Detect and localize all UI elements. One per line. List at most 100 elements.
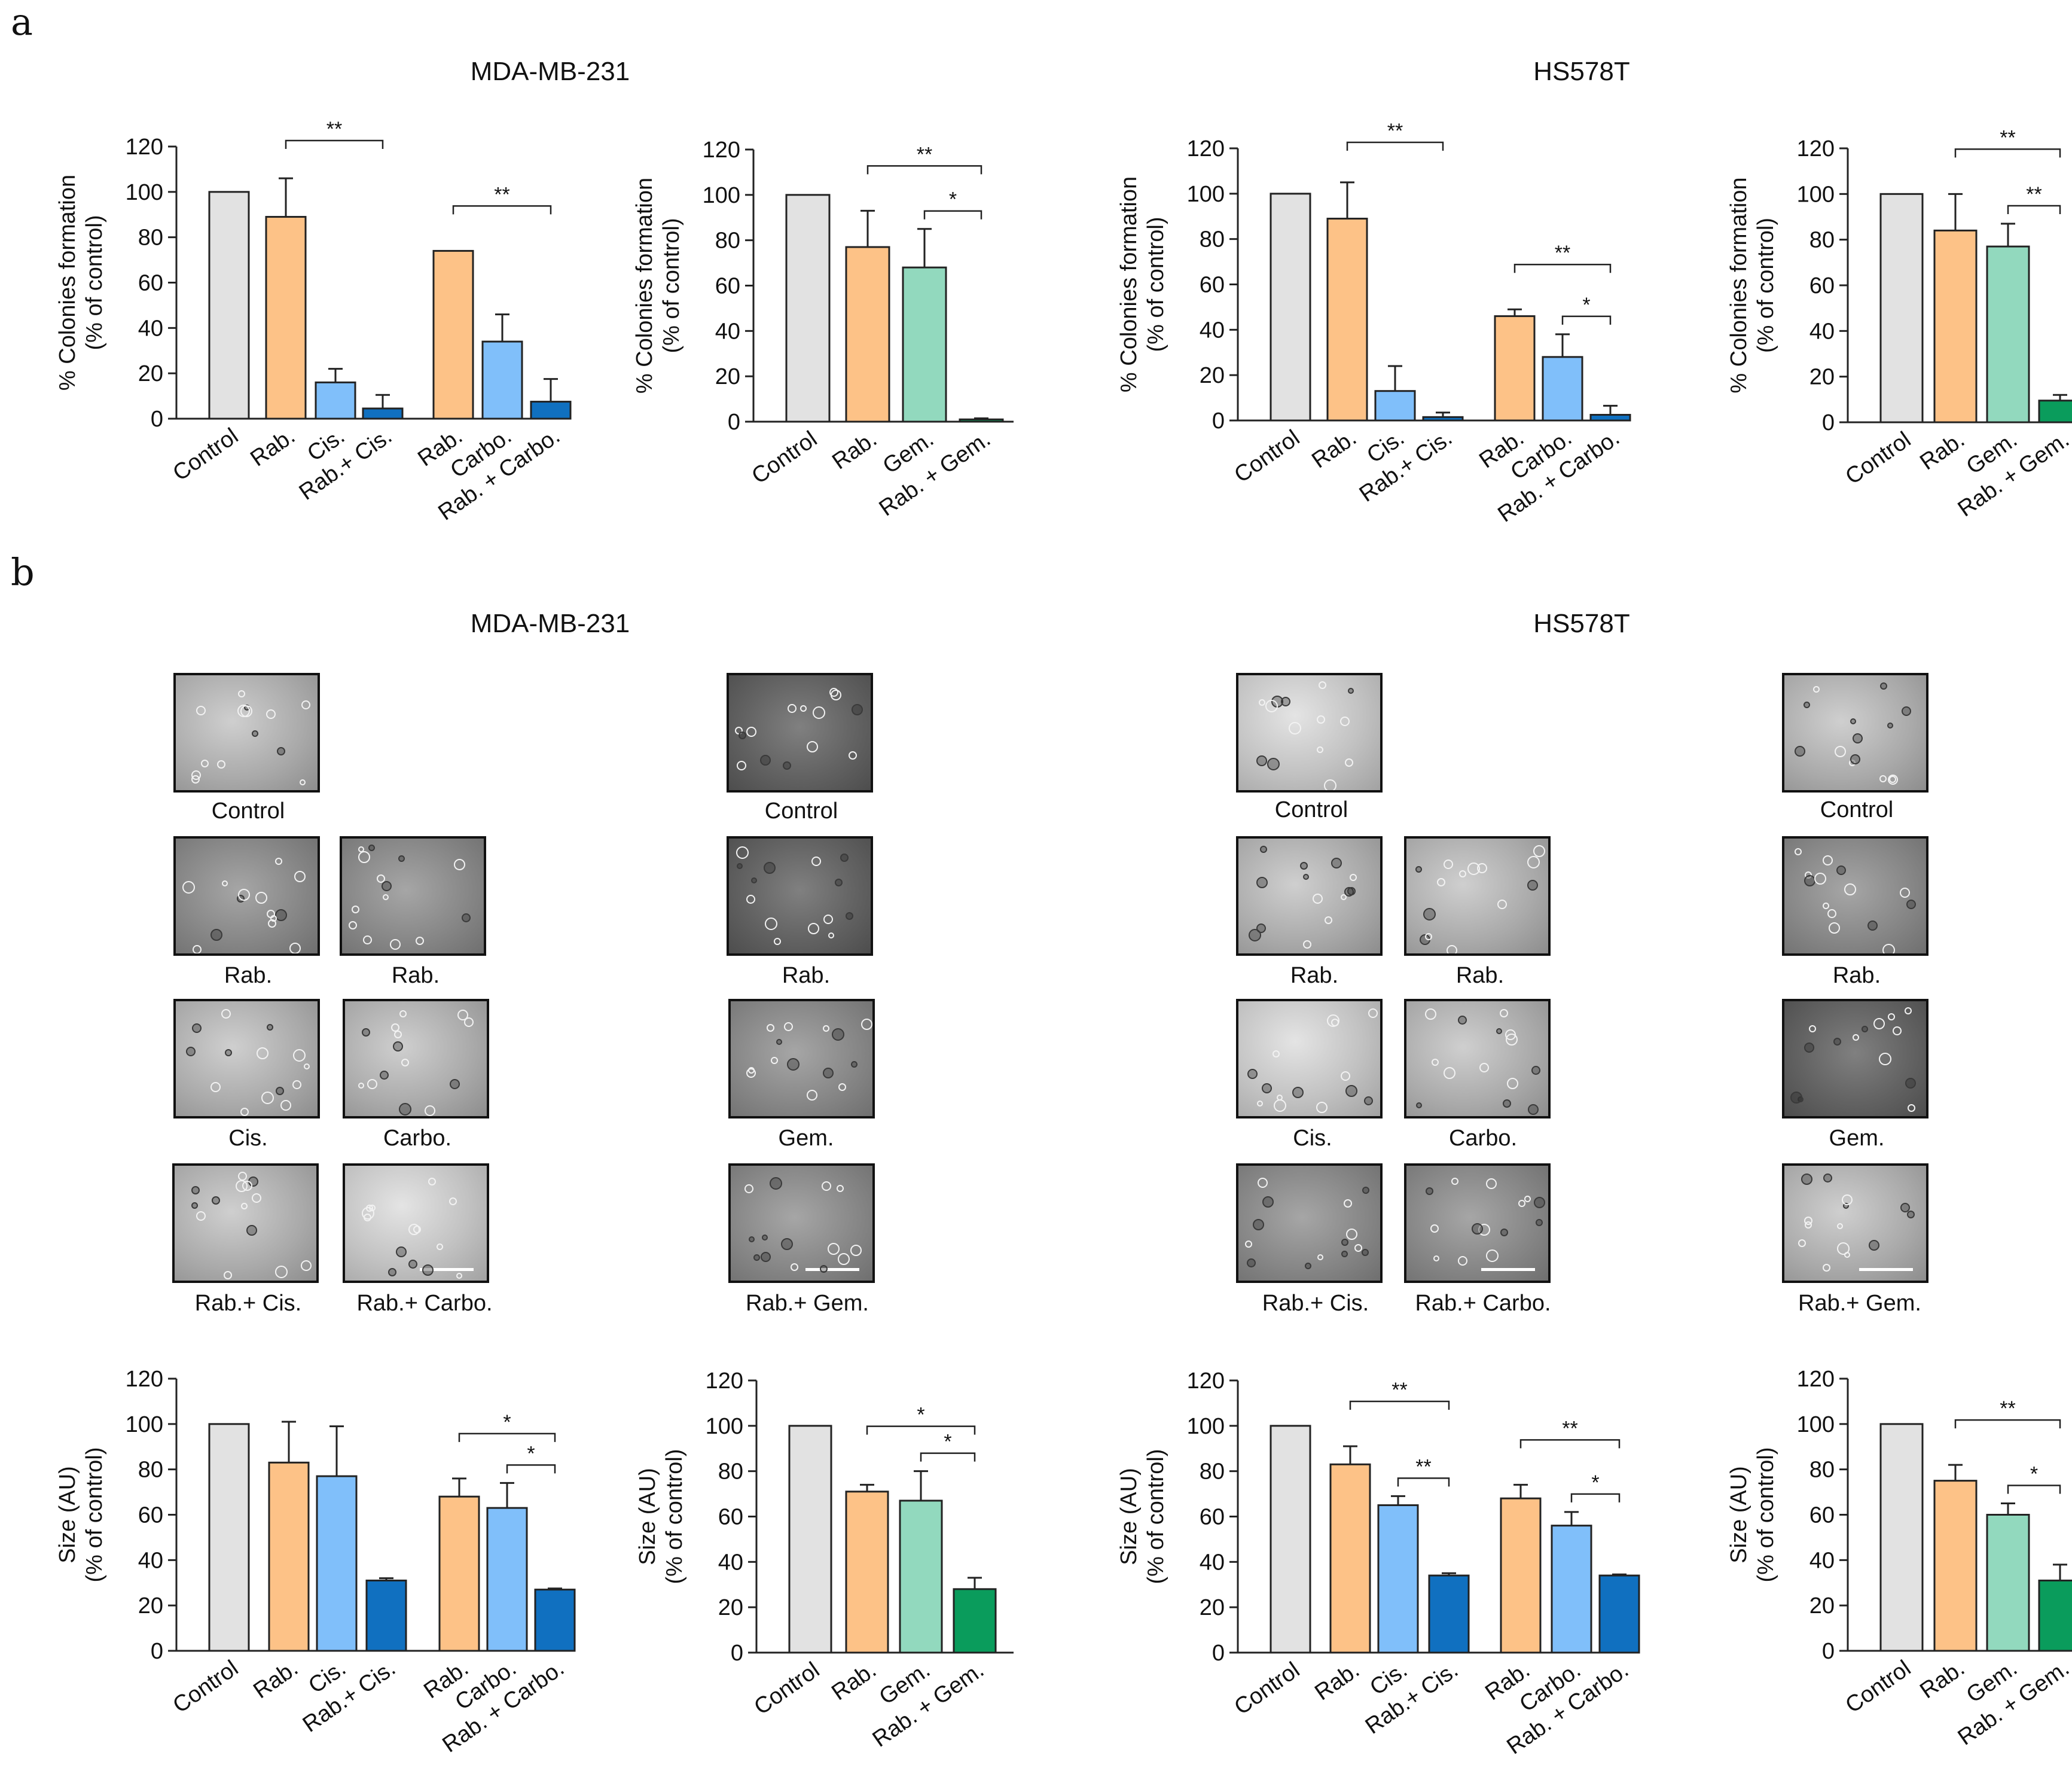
cell-speck (1862, 1026, 1868, 1032)
cell-speck (774, 938, 781, 945)
y-tick-label: 60 (138, 271, 163, 296)
significance-label: ** (1391, 1379, 1407, 1401)
scale-bar (1481, 1268, 1535, 1271)
cell-speck (1444, 860, 1453, 869)
cell-speck (811, 857, 821, 866)
cell-speck (753, 1254, 760, 1261)
cell-speck (394, 1031, 402, 1038)
significance-bracket (506, 1464, 556, 1474)
cell-speck (835, 879, 843, 886)
cell-speck (1345, 758, 1353, 767)
y-tick-label: 20 (1200, 363, 1225, 388)
y-tick-label: 20 (1809, 1593, 1835, 1619)
cell-speck (217, 760, 225, 769)
bar (1326, 218, 1368, 422)
cell-speck (1430, 1224, 1439, 1233)
cell-speck (1804, 1043, 1814, 1053)
cell-speck (1900, 888, 1910, 898)
cell-speck (1795, 848, 1802, 855)
bar (788, 1425, 832, 1654)
y-tick-label: 0 (731, 1641, 743, 1666)
micrograph-hs-carbo (1404, 999, 1551, 1118)
cell-speck (1528, 1104, 1539, 1115)
cell-speck (1873, 1018, 1885, 1029)
cell-speck (1341, 894, 1347, 900)
bar (1542, 356, 1583, 422)
cell-speck (1823, 903, 1829, 909)
cell-speck (289, 943, 301, 953)
cell-speck (1837, 1242, 1850, 1255)
cell-speck (1882, 944, 1895, 953)
bar (208, 1423, 250, 1652)
bar (1270, 1425, 1311, 1654)
cell-speck (1340, 717, 1350, 726)
cell-speck (1486, 1249, 1499, 1262)
significance-bracket (866, 1425, 976, 1435)
cell-speck (831, 690, 841, 700)
cell-speck (1425, 1008, 1436, 1020)
panel-letter-a: a (11, 0, 33, 44)
cell-speck (464, 1017, 474, 1027)
cell-speck (807, 741, 818, 752)
cell-speck (1258, 1178, 1268, 1188)
cell-speck (294, 871, 306, 882)
cell-speck (1809, 1025, 1816, 1032)
cell-speck (1527, 880, 1538, 891)
chart-colonies-hs-platinum: 0 20 40 60 80 100 120 % Colonies formation (% of… (1116, 120, 1631, 528)
x-tick-label: Rab. (246, 423, 300, 471)
micrograph-label: Control (764, 798, 838, 824)
bar (315, 381, 356, 420)
cell-speck (257, 1047, 268, 1059)
y-tick-label: 40 (1809, 319, 1835, 344)
y-tick-label: 0 (1822, 1639, 1835, 1664)
cell-speck (396, 1246, 407, 1257)
cell-speck (1536, 1219, 1543, 1226)
cell-speck (1262, 1083, 1272, 1093)
y-axis-label: % Colonies formation (632, 178, 657, 394)
cell-speck (1497, 900, 1507, 909)
y-tick-label: 40 (1200, 1550, 1225, 1575)
cell-speck (380, 1071, 389, 1080)
cell-speck (1900, 1203, 1910, 1212)
cell-speck (416, 937, 424, 945)
cell-speck (275, 909, 287, 921)
cell-speck (1850, 754, 1860, 764)
significance-label: * (1582, 294, 1590, 316)
chart-colonies-hs-gem: 0 20 40 60 80 100 120 % Colonies formation (% of… (1726, 126, 2072, 522)
cell-speck (1341, 1239, 1348, 1246)
cell-speck (352, 906, 359, 913)
micrograph-hs-cis (1236, 999, 1383, 1118)
cell-speck (1867, 921, 1878, 931)
y-axis-label: % Colonies formation (1726, 177, 1751, 393)
chart-size-mda-platinum: 0 20 40 60 80 100 120 Size (AU) (% of control) Co… (55, 1367, 576, 1758)
scale-bar (1859, 1268, 1913, 1271)
cell-speck (401, 1059, 409, 1066)
y-tick-label: 60 (1809, 1503, 1835, 1528)
cell-speck (1249, 929, 1261, 941)
micrograph-mda-rab (173, 836, 320, 956)
cell-speck (784, 1022, 793, 1031)
cell-speck (739, 732, 746, 739)
cell-speck (261, 1092, 274, 1104)
cell-speck (191, 775, 200, 784)
cell-speck (764, 862, 776, 874)
bar (534, 1589, 576, 1652)
cell-speck (1472, 1223, 1483, 1235)
y-tick-label: 120 (126, 135, 163, 160)
cell-speck (1327, 1014, 1339, 1027)
cell-speck (186, 1047, 196, 1056)
bar (1879, 1423, 1924, 1652)
cell-speck (1907, 1211, 1915, 1218)
micrograph-hs-gem-rab (1782, 836, 1928, 956)
cell-speck (1853, 733, 1863, 743)
bar (268, 1461, 310, 1652)
significance-bracket (1570, 1493, 1621, 1502)
cell-speck (861, 1019, 872, 1030)
cell-speck (252, 730, 258, 737)
cell-speck (1362, 1187, 1369, 1194)
y-axis-label: % Colonies formation (55, 175, 80, 391)
cell-speck (1837, 1223, 1843, 1229)
bar (902, 266, 947, 423)
cell-speck (1300, 862, 1308, 870)
cell-speck (1426, 1187, 1433, 1195)
